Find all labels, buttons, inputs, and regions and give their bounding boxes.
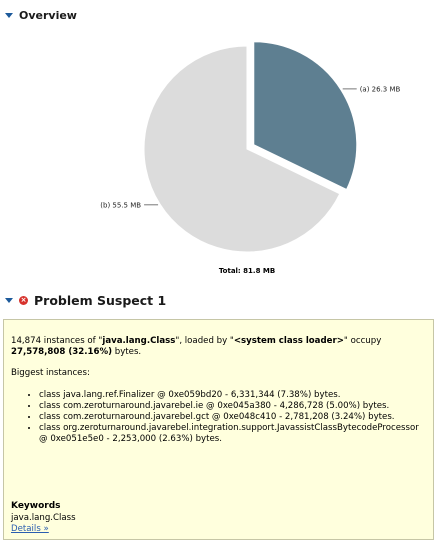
overview-title: Overview [19,9,77,22]
suspect-summary: 14,874 instances of "java.lang.Class", l… [11,336,427,358]
biggest-instances-list: class java.lang.ref.Finalizer @ 0xe059bd… [26,390,427,445]
error-icon: × [19,296,28,305]
summary-text: 14,874 instances of " [11,336,103,346]
summary-emphasis: 27,578,808 (32.16%) [11,347,113,357]
summary-emphasis: java.lang.Class [102,336,176,346]
instance-item: class java.lang.ref.Finalizer @ 0xe059bd… [39,390,427,401]
instance-item: class com.zeroturnaround.javarebel.gct @… [39,412,427,423]
instance-item: class com.zeroturnaround.javarebel.ie @ … [39,401,427,412]
summary-text: " occupy [343,336,382,346]
keywords-title: Keywords [11,501,61,511]
keywords-value: java.lang.Class [11,513,76,523]
biggest-instances-label: Biggest instances: [11,368,90,378]
summary-emphasis: <system class loader> [233,336,344,346]
pie-slice-b[interactable] [143,45,341,253]
pie-slice-label: (b) 55.5 MB [100,201,141,209]
pie-slice-a[interactable] [253,41,358,191]
problem-suspect-header[interactable]: × Problem Suspect 1 [0,293,166,308]
details-link[interactable]: Details » [11,524,49,534]
summary-text: ", loaded by " [175,336,234,346]
overview-header[interactable]: Overview [0,9,77,22]
problem-suspect-panel: 14,874 instances of "java.lang.Class", l… [3,319,434,540]
collapse-triangle-icon[interactable] [5,13,13,18]
pie-slice-label: (a) 26.3 MB [360,85,401,93]
collapse-triangle-icon[interactable] [5,298,13,303]
problem-suspect-title: Problem Suspect 1 [34,293,167,308]
pie-chart: (a) 26.3 MB (b) 55.5 MB Total: 81.8 MB [100,41,401,275]
pie-total-label: Total: 81.8 MB [219,267,275,275]
summary-text: bytes. [112,347,142,357]
instance-item: class org.zeroturnaround.javarebel.integ… [39,423,427,445]
